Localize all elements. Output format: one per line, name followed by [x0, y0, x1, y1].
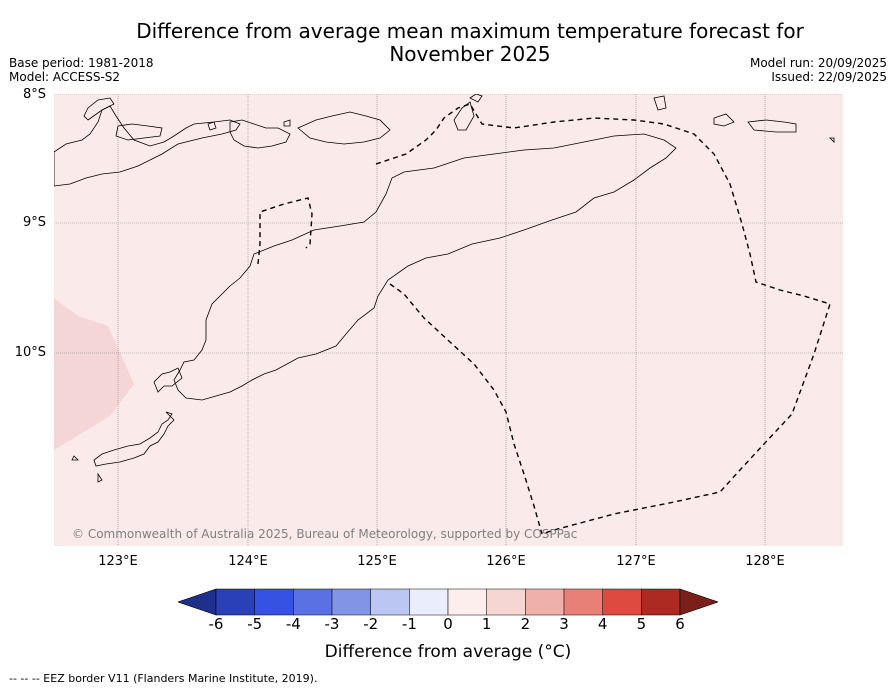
lat-label-10s: 10°S	[14, 345, 46, 360]
timor-coast	[173, 133, 677, 401]
colorbar	[178, 588, 718, 616]
alor-coast	[297, 111, 391, 145]
colorbar-cell	[447, 588, 487, 616]
map-background	[54, 94, 843, 546]
copyright-notice: © Commonwealth of Australia 2025, Bureau…	[72, 527, 578, 541]
colorbar-arrow-low	[178, 588, 217, 616]
lon-label-127e: 127°E	[616, 554, 656, 569]
lakor-islet	[829, 137, 835, 143]
colorbar-tick-label: -3	[324, 615, 340, 633]
colorbar-tick-label: 0	[443, 615, 453, 633]
atauro-islet	[283, 119, 291, 127]
colorbar-label: Difference from average (°C)	[324, 642, 572, 662]
graticule	[54, 94, 843, 546]
colorbar-cell	[254, 588, 294, 616]
kisar-coast	[653, 95, 667, 111]
leti-coast	[713, 113, 735, 127]
chart-title: Difference from average mean maximum tem…	[100, 20, 840, 66]
colorbar-tick-label: 3	[559, 615, 569, 633]
colorbar-tick-label: -1	[401, 615, 417, 633]
colorbar-cells	[215, 588, 681, 616]
wetar-islet	[453, 101, 475, 131]
colorbar-cell	[331, 588, 371, 616]
lon-label-125e: 125°E	[357, 554, 397, 569]
forecast-map	[54, 94, 843, 546]
lon-label-124e: 124°E	[228, 554, 268, 569]
colorbar-tick-label: 5	[636, 615, 647, 633]
model-name: Model: ACCESS-S2	[9, 70, 121, 84]
anomaly-patch	[54, 298, 134, 450]
small-islet-2	[97, 472, 103, 483]
colorbar-cell	[525, 588, 565, 616]
wetar-north	[469, 94, 483, 103]
small-islet-1	[71, 455, 79, 461]
title-line-1: Difference from average mean maximum tem…	[136, 19, 804, 43]
colorbar-tick-label: -4	[285, 615, 301, 633]
lon-label-128e: 128°E	[745, 554, 785, 569]
alor-islet	[207, 121, 217, 131]
colorbar-cell	[409, 588, 449, 616]
issued-date: Issued: 22/09/2025	[771, 70, 887, 84]
colorbar-cell	[486, 588, 526, 616]
colorbar-tick-label: 1	[481, 615, 492, 633]
colorbar-cell	[215, 588, 255, 616]
lat-label-8s: 8°S	[22, 87, 46, 102]
colorbar-tick-label: 6	[675, 615, 685, 633]
colorbar-arrow-high	[679, 588, 718, 616]
meta-left: Base period: 1981-2018 Model: ACCESS-S2	[9, 56, 154, 84]
moa-coast	[747, 119, 797, 133]
colorbar-cell	[293, 588, 333, 616]
roti-coast	[93, 411, 175, 467]
colorbar-tick-label: -5	[247, 615, 263, 633]
eez-legend-footer: -- -- -- EEZ border V11 (Flanders Marine…	[9, 672, 318, 685]
colorbar-cell	[563, 588, 603, 616]
alor-west	[115, 123, 163, 141]
eez-borders	[257, 103, 831, 535]
model-run: Model run: 20/09/2025	[749, 56, 887, 70]
colorbar-cell	[370, 588, 410, 616]
lon-label-123e: 123°E	[98, 554, 138, 569]
eez-north-boundary	[375, 103, 831, 535]
title-line-2: November 2025	[389, 42, 551, 66]
lat-label-9s: 9°S	[22, 215, 46, 230]
lon-label-126e: 126°E	[486, 554, 526, 569]
colorbar-tick-label: -2	[363, 615, 379, 633]
colorbar-tick-label: 4	[597, 615, 608, 633]
base-period: Base period: 1981-2018	[9, 56, 154, 70]
colorbar-cell	[602, 588, 642, 616]
colorbar-cell	[641, 588, 681, 616]
flores-north	[83, 97, 115, 121]
meta-right: Model run: 20/09/2025 Issued: 22/09/2025	[750, 56, 887, 84]
colorbar-tick-label: 2	[520, 615, 531, 633]
coastlines	[54, 94, 835, 483]
colorbar-tick-label: -6	[208, 615, 224, 633]
rote-coast	[153, 367, 183, 393]
eez-west-boundary	[389, 283, 543, 535]
pantar-coast	[229, 119, 291, 149]
